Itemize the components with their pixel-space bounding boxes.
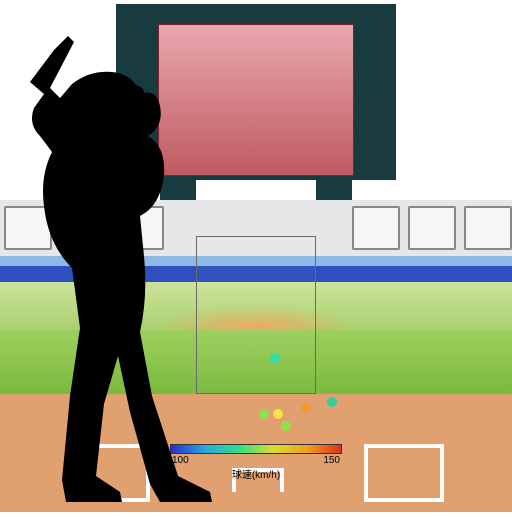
pitch-dot xyxy=(301,403,311,413)
chalk-line xyxy=(364,444,444,448)
wall-panel xyxy=(408,206,456,250)
wall-panel xyxy=(352,206,400,250)
chalk-line xyxy=(364,444,368,502)
pitch-dot xyxy=(259,409,269,419)
pitch-dot xyxy=(281,421,291,431)
chalk-line xyxy=(440,444,444,502)
pitch-dot xyxy=(273,409,283,419)
wall-panel xyxy=(464,206,512,250)
pitch-dot xyxy=(270,353,280,363)
batter-silhouette xyxy=(0,36,215,512)
pitch-dot xyxy=(327,397,337,407)
chalk-line xyxy=(364,498,444,502)
legend-tick-max: 150 xyxy=(323,455,340,466)
